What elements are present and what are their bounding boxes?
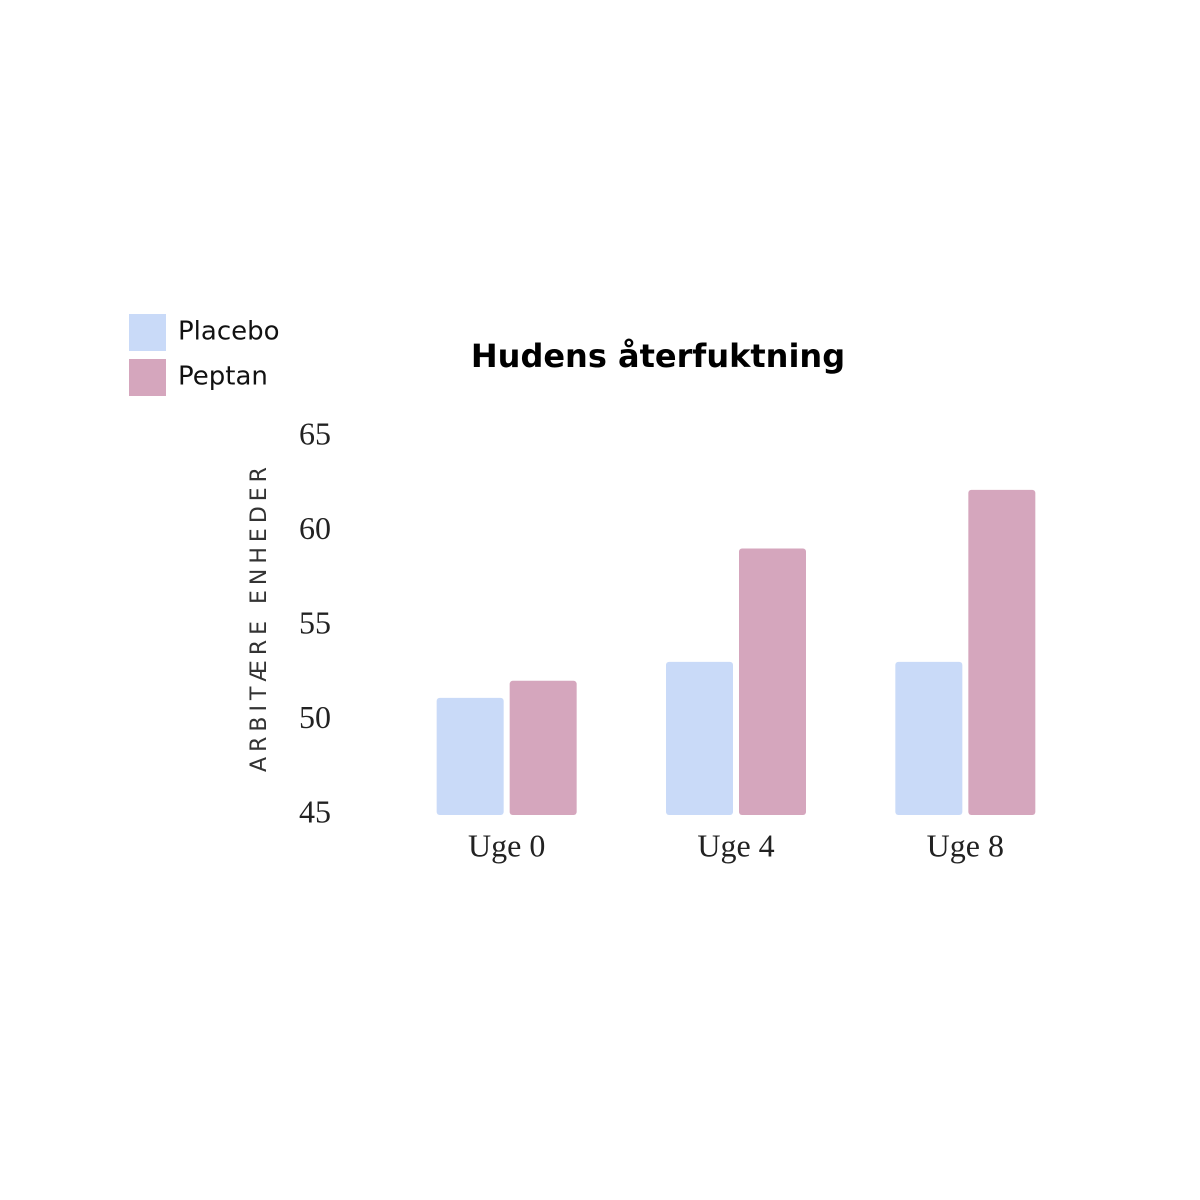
bar xyxy=(968,489,1036,815)
legend-swatch xyxy=(129,359,166,396)
y-tick-label: 60 xyxy=(299,510,331,546)
bar xyxy=(895,661,963,815)
bar xyxy=(739,548,806,815)
bar xyxy=(666,661,733,815)
y-axis-label: ARBITÆRE ENHEDER xyxy=(247,462,272,772)
x-tick-label: Uge 0 xyxy=(468,827,545,863)
legend-label: Peptan xyxy=(178,362,268,392)
legend-swatch xyxy=(129,314,166,351)
y-tick-label: 55 xyxy=(299,604,331,640)
chart-title: Hudens återfuktning xyxy=(471,337,845,375)
y-tick-label: 65 xyxy=(299,415,331,451)
bar xyxy=(436,697,504,815)
x-tick-label: Uge 4 xyxy=(697,827,774,863)
legend-label: Placebo xyxy=(178,317,280,347)
y-tick-label: 45 xyxy=(299,793,331,829)
y-tick-label: 50 xyxy=(299,699,331,735)
bar xyxy=(509,680,577,815)
x-tick-label: Uge 8 xyxy=(927,827,1004,863)
